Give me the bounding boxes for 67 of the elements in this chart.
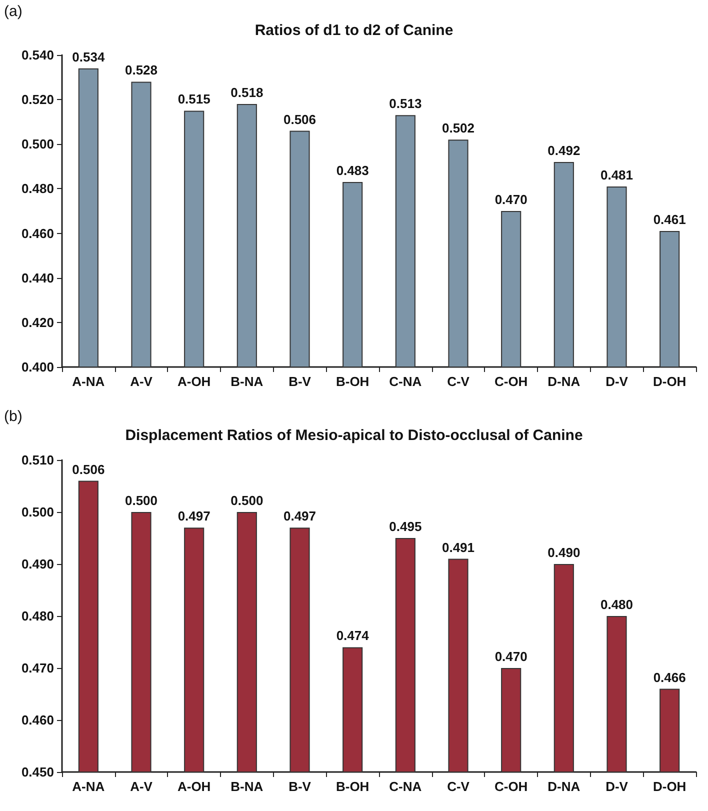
y-tick-label: 0.480: [21, 181, 54, 196]
y-tick-label: 0.440: [21, 270, 54, 286]
data-label: 0.513: [389, 96, 422, 112]
data-label: 0.470: [494, 649, 528, 664]
chart-title: Displacement Ratios of Mesio-apical to Disto-occlusal of Canine: [125, 427, 583, 444]
text: (a): [4, 3, 22, 20]
x-tick-label: A-V: [130, 779, 153, 794]
x-tick-label: C-NA: [389, 779, 422, 794]
data-label: 0.491: [442, 540, 475, 555]
data-label: 0.528: [124, 62, 158, 78]
data-label: 0.497: [178, 508, 210, 524]
text: (b): [4, 408, 22, 425]
x-tick-label: D-OH: [652, 374, 686, 389]
y-tick-label: 0.420: [21, 314, 54, 330]
data-label: 0.506: [283, 112, 316, 127]
data-label: 0.480: [600, 597, 634, 612]
y-tick-label: 0.460: [21, 712, 54, 728]
data-label: 0.483: [336, 163, 369, 178]
x-tick-label: D-OH: [652, 779, 686, 794]
x-tick-label: C-V: [447, 374, 470, 389]
data-label: 0.518: [230, 85, 264, 100]
data-label: 0.495: [389, 519, 422, 534]
y-tick-label: 0.500: [21, 504, 54, 520]
x-tick-label: A-V: [130, 374, 153, 389]
data-label: 0.515: [178, 92, 210, 107]
x-tick-label: A-OH: [177, 779, 211, 794]
x-tick-label: C-V: [447, 779, 470, 794]
x-tick-label: D-V: [606, 374, 628, 389]
data-label: 0.500: [124, 493, 158, 508]
y-tick-label: 0.490: [21, 556, 54, 572]
y-tick-label: 0.470: [21, 660, 54, 676]
x-tick-label: B-OH: [336, 374, 370, 389]
data-label: 0.466: [653, 670, 686, 685]
x-tick-label: C-NA: [389, 374, 422, 389]
x-tick-label: D-V: [606, 779, 628, 794]
x-tick-label: C-OH: [494, 374, 528, 389]
data-label: 0.490: [548, 545, 580, 560]
x-tick-label: B-V: [288, 374, 312, 389]
data-label: 0.474: [336, 628, 370, 644]
data-label: 0.534: [72, 49, 106, 64]
data-label: 0.492: [548, 142, 580, 158]
y-tick-label: 0.520: [21, 92, 54, 108]
x-tick-label: B-NA: [230, 779, 264, 794]
y-tick-label: 0.400: [21, 360, 54, 374]
y-tick-label: 0.460: [21, 226, 54, 241]
data-label: 0.497: [283, 508, 316, 524]
x-tick-label: D-NA: [548, 374, 581, 389]
x-tick-label: B-OH: [336, 779, 370, 794]
data-label: 0.500: [230, 493, 264, 508]
y-tick-label: 0.500: [21, 136, 54, 152]
x-tick-label: A-OH: [177, 374, 211, 389]
y-tick-label: 0.450: [21, 764, 54, 780]
x-tick-label: B-NA: [230, 374, 264, 389]
data-label: 0.461: [653, 212, 686, 228]
data-label: 0.481: [600, 167, 634, 182]
x-tick-label: D-NA: [548, 779, 581, 794]
x-tick-label: C-OH: [494, 779, 528, 794]
x-tick-label: A-NA: [72, 374, 106, 389]
x-tick-label: B-V: [288, 779, 312, 794]
data-label: 0.506: [72, 462, 105, 477]
data-label: 0.502: [442, 120, 475, 136]
y-tick-label: 0.510: [21, 452, 54, 468]
y-tick-label: 0.540: [21, 48, 54, 62]
data-label: 0.470: [494, 192, 528, 207]
chart-title: Ratios of d1 to d2 of Canine: [254, 22, 454, 39]
y-tick-label: 0.480: [21, 608, 54, 624]
x-tick-label: A-NA: [72, 779, 106, 794]
